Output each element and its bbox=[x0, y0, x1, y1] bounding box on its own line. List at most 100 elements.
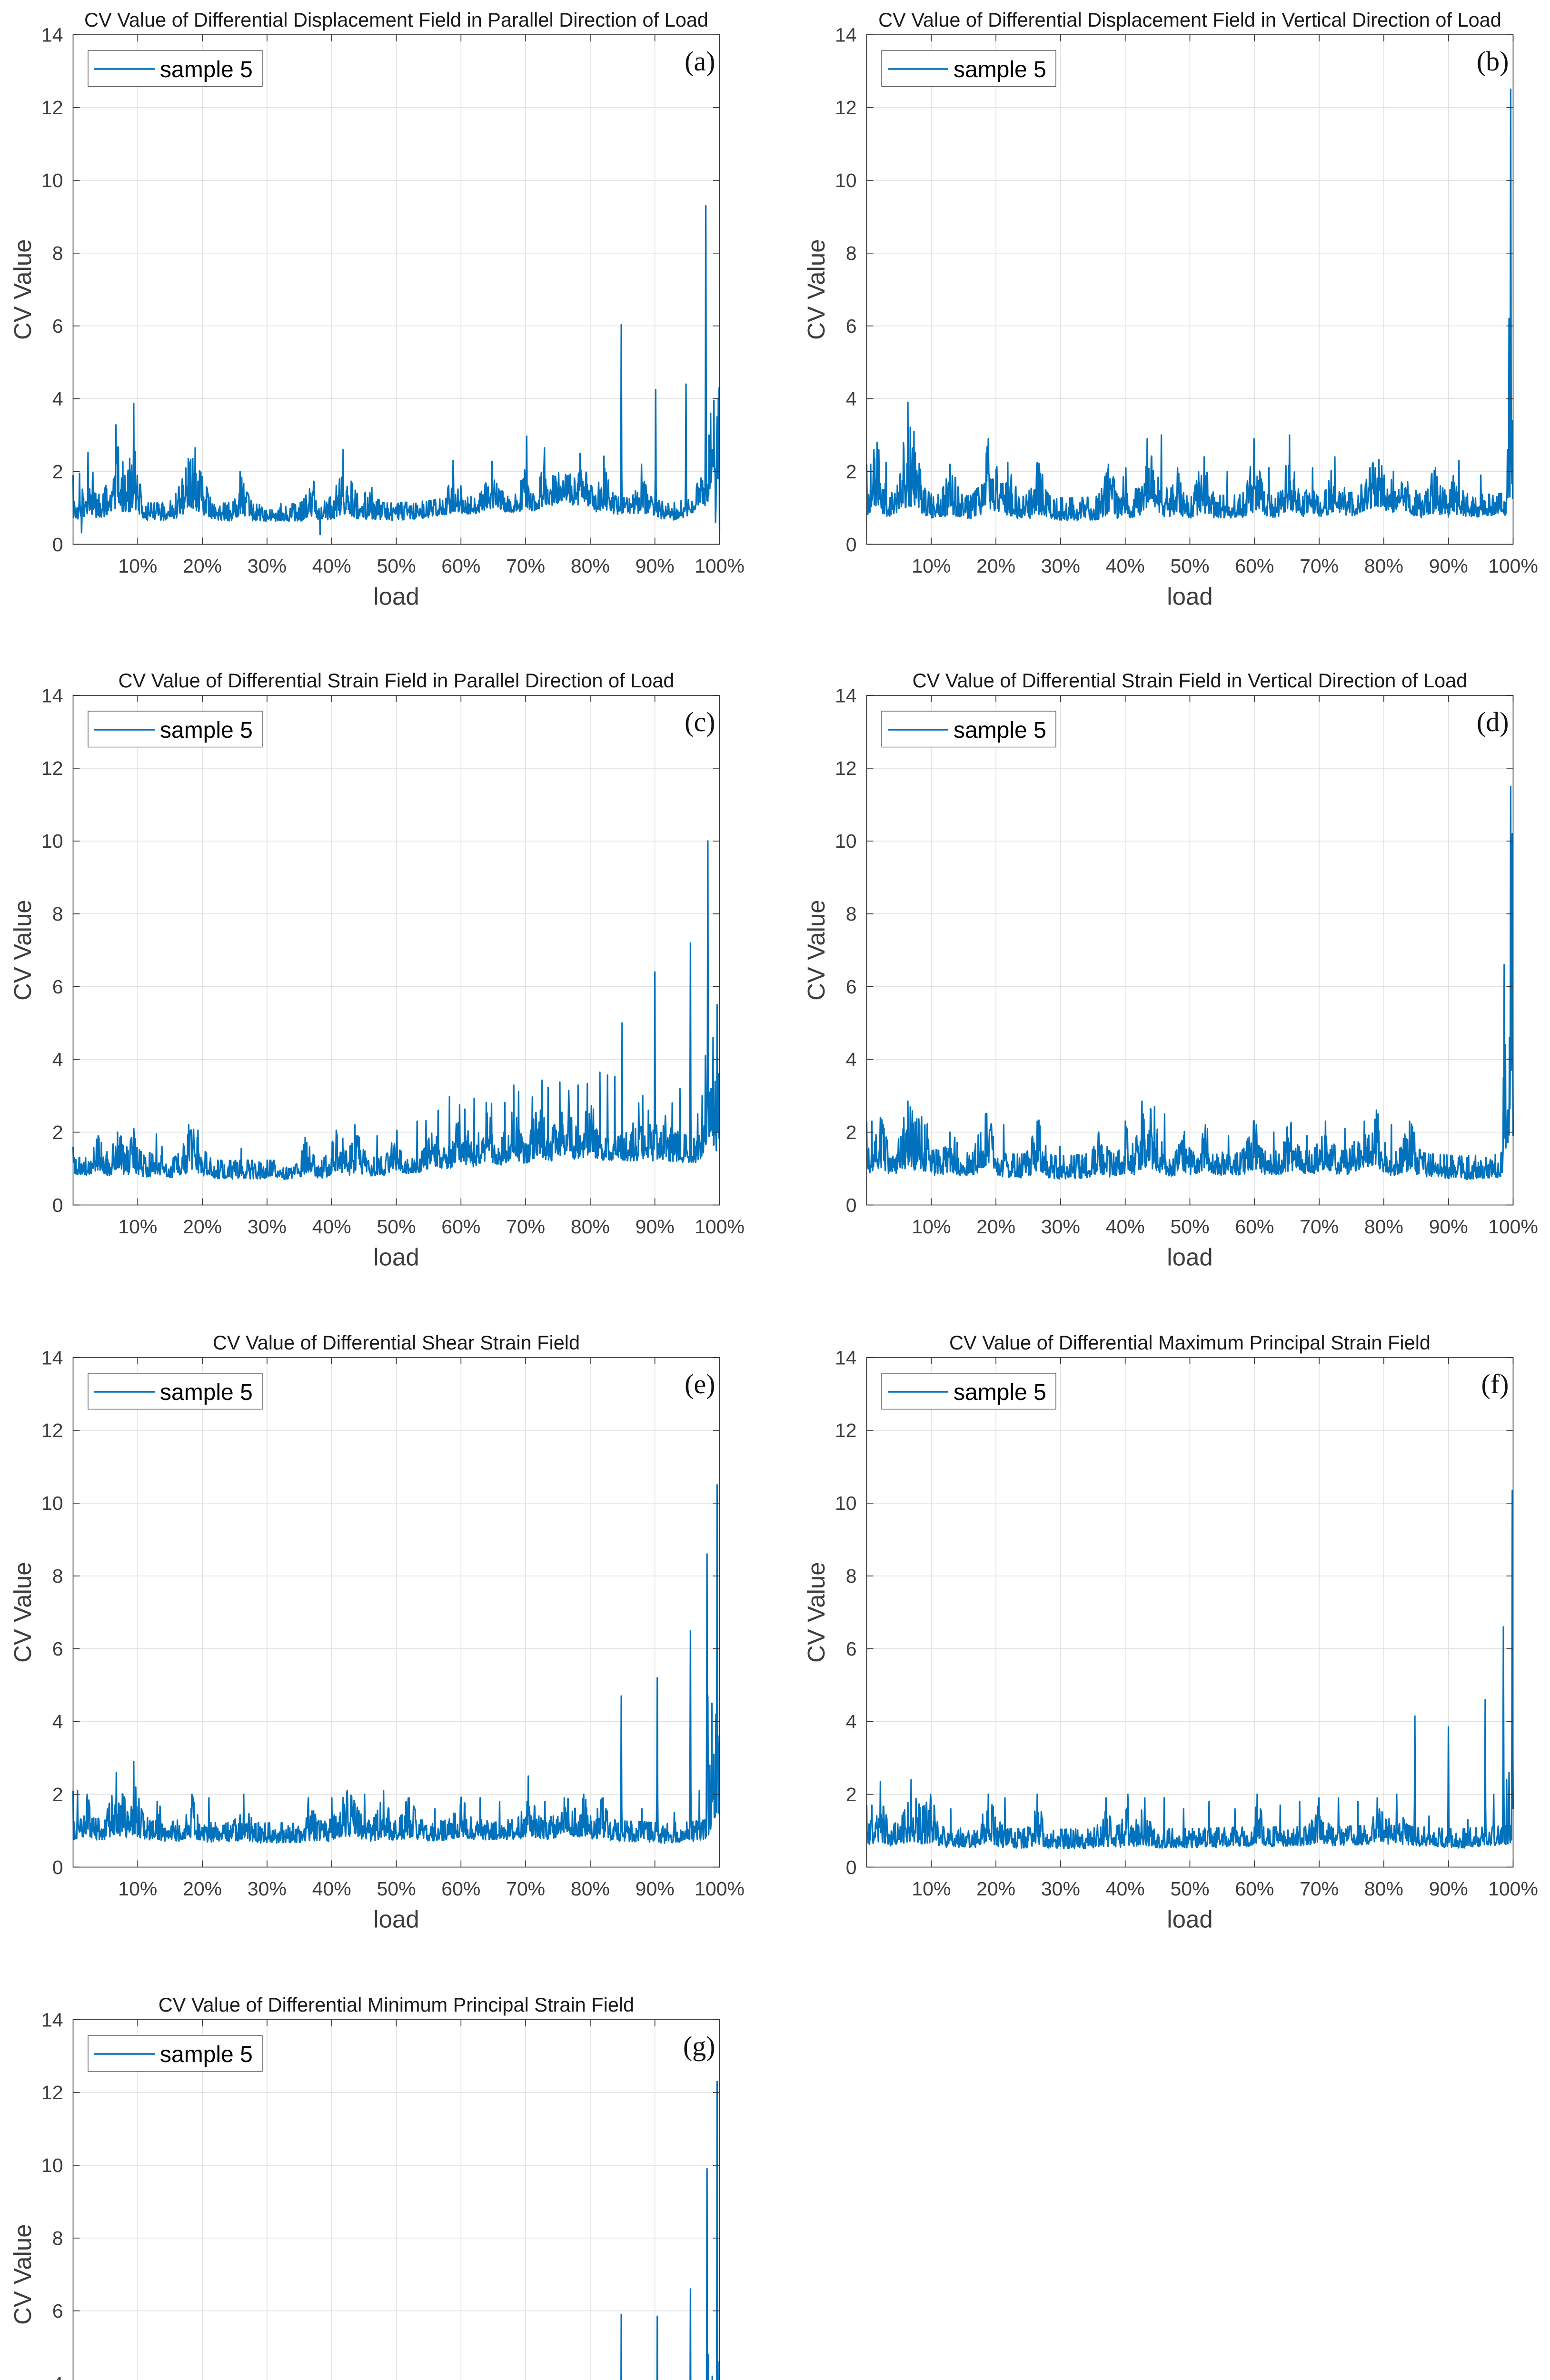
svg-text:sample 5: sample 5 bbox=[954, 718, 1046, 743]
svg-text:8: 8 bbox=[52, 2227, 63, 2249]
svg-text:2: 2 bbox=[52, 461, 63, 483]
svg-text:10%: 10% bbox=[118, 555, 157, 577]
svg-text:6: 6 bbox=[846, 1638, 857, 1660]
svg-text:10: 10 bbox=[835, 830, 857, 852]
svg-text:12: 12 bbox=[835, 1419, 857, 1441]
svg-text:CV Value: CV Value bbox=[9, 239, 36, 340]
svg-text:50%: 50% bbox=[1170, 1216, 1209, 1238]
svg-text:0: 0 bbox=[846, 1194, 857, 1216]
svg-text:100%: 100% bbox=[695, 1216, 745, 1238]
svg-text:14: 14 bbox=[835, 24, 857, 46]
svg-text:10%: 10% bbox=[912, 1878, 951, 1900]
svg-text:6: 6 bbox=[52, 976, 63, 998]
svg-text:12: 12 bbox=[835, 757, 857, 779]
svg-text:90%: 90% bbox=[1429, 1216, 1468, 1238]
svg-text:90%: 90% bbox=[1429, 1878, 1468, 1900]
svg-text:CV Value: CV Value bbox=[9, 1562, 36, 1663]
svg-text:4: 4 bbox=[846, 1049, 857, 1071]
svg-text:80%: 80% bbox=[1364, 1878, 1403, 1900]
svg-text:70%: 70% bbox=[1300, 1878, 1339, 1900]
svg-text:60%: 60% bbox=[1235, 555, 1274, 577]
svg-text:10%: 10% bbox=[118, 1878, 157, 1900]
svg-text:CV Value: CV Value bbox=[803, 239, 830, 340]
svg-text:4: 4 bbox=[52, 1049, 63, 1071]
svg-text:sample 5: sample 5 bbox=[954, 57, 1046, 82]
svg-text:0: 0 bbox=[52, 1194, 63, 1216]
svg-text:20%: 20% bbox=[976, 1216, 1015, 1238]
svg-text:0: 0 bbox=[846, 1856, 857, 1878]
svg-text:CV Value: CV Value bbox=[803, 1562, 830, 1663]
svg-text:50%: 50% bbox=[1170, 1878, 1209, 1900]
svg-text:12: 12 bbox=[41, 97, 63, 119]
svg-text:80%: 80% bbox=[571, 1216, 610, 1238]
svg-text:6: 6 bbox=[52, 1638, 63, 1660]
svg-text:2: 2 bbox=[846, 1784, 857, 1805]
svg-text:2: 2 bbox=[846, 1121, 857, 1143]
svg-text:8: 8 bbox=[846, 242, 857, 264]
svg-text:CV Value of Differential Minim: CV Value of Differential Minimum Princip… bbox=[159, 1993, 634, 2016]
svg-text:sample 5: sample 5 bbox=[160, 718, 253, 743]
svg-text:2: 2 bbox=[846, 461, 857, 483]
svg-text:20%: 20% bbox=[976, 1878, 1015, 1900]
svg-text:CV Value: CV Value bbox=[9, 2224, 36, 2325]
svg-text:12: 12 bbox=[41, 1419, 63, 1441]
svg-text:CV Value of Differential Shear: CV Value of Differential Shear Strain Fi… bbox=[213, 1331, 580, 1354]
svg-text:10: 10 bbox=[41, 169, 63, 191]
svg-text:10: 10 bbox=[41, 1492, 63, 1514]
svg-text:6: 6 bbox=[52, 315, 63, 337]
svg-text:(g): (g) bbox=[683, 2031, 715, 2062]
svg-text:sample 5: sample 5 bbox=[954, 1380, 1046, 1405]
svg-text:40%: 40% bbox=[312, 1878, 351, 1900]
svg-text:40%: 40% bbox=[312, 555, 351, 577]
svg-text:100%: 100% bbox=[695, 555, 745, 577]
svg-text:10: 10 bbox=[835, 169, 857, 191]
svg-text:(d): (d) bbox=[1477, 706, 1509, 737]
svg-text:40%: 40% bbox=[312, 1216, 351, 1238]
svg-text:60%: 60% bbox=[441, 1878, 480, 1900]
svg-text:70%: 70% bbox=[506, 555, 545, 577]
svg-text:10%: 10% bbox=[912, 1216, 951, 1238]
svg-text:10%: 10% bbox=[912, 555, 951, 577]
svg-text:CV Value: CV Value bbox=[9, 900, 36, 1001]
svg-text:30%: 30% bbox=[1041, 555, 1080, 577]
svg-text:4: 4 bbox=[52, 2373, 63, 2380]
svg-text:8: 8 bbox=[52, 1565, 63, 1587]
svg-text:2: 2 bbox=[52, 1121, 63, 1143]
svg-text:(c): (c) bbox=[685, 706, 715, 737]
svg-text:70%: 70% bbox=[1300, 555, 1339, 577]
svg-text:100%: 100% bbox=[1488, 1878, 1538, 1900]
svg-text:14: 14 bbox=[41, 684, 63, 706]
svg-text:load: load bbox=[1167, 1906, 1212, 1933]
svg-text:8: 8 bbox=[52, 242, 63, 264]
svg-text:8: 8 bbox=[846, 903, 857, 925]
svg-text:20%: 20% bbox=[976, 555, 1015, 577]
svg-text:12: 12 bbox=[41, 757, 63, 779]
svg-text:40%: 40% bbox=[1106, 1878, 1145, 1900]
svg-text:6: 6 bbox=[846, 315, 857, 337]
svg-text:8: 8 bbox=[846, 1565, 857, 1587]
svg-text:12: 12 bbox=[41, 2082, 63, 2103]
svg-text:14: 14 bbox=[835, 1347, 857, 1368]
svg-text:80%: 80% bbox=[571, 555, 610, 577]
svg-text:(a): (a) bbox=[685, 46, 715, 77]
svg-text:80%: 80% bbox=[571, 1878, 610, 1900]
svg-text:100%: 100% bbox=[1488, 1216, 1538, 1238]
svg-text:20%: 20% bbox=[183, 555, 222, 577]
svg-text:100%: 100% bbox=[695, 1878, 745, 1900]
svg-text:14: 14 bbox=[41, 24, 63, 46]
svg-text:4: 4 bbox=[52, 388, 63, 410]
svg-text:CV Value of Differential Displ: CV Value of Differential Displacement Fi… bbox=[878, 9, 1501, 31]
svg-text:90%: 90% bbox=[636, 1216, 675, 1238]
svg-text:10: 10 bbox=[835, 1492, 857, 1514]
svg-text:0: 0 bbox=[52, 534, 63, 555]
svg-text:sample 5: sample 5 bbox=[160, 57, 253, 82]
svg-text:CV Value of Differential Strai: CV Value of Differential Strain Field in… bbox=[119, 669, 675, 692]
svg-text:50%: 50% bbox=[377, 555, 416, 577]
svg-text:sample 5: sample 5 bbox=[160, 1380, 253, 1405]
svg-text:70%: 70% bbox=[1300, 1216, 1339, 1238]
svg-text:CV Value of Differential Displ: CV Value of Differential Displacement Fi… bbox=[84, 9, 708, 31]
svg-text:80%: 80% bbox=[1364, 1216, 1403, 1238]
svg-text:50%: 50% bbox=[1170, 555, 1209, 577]
svg-text:20%: 20% bbox=[183, 1878, 222, 1900]
svg-text:12: 12 bbox=[835, 97, 857, 119]
